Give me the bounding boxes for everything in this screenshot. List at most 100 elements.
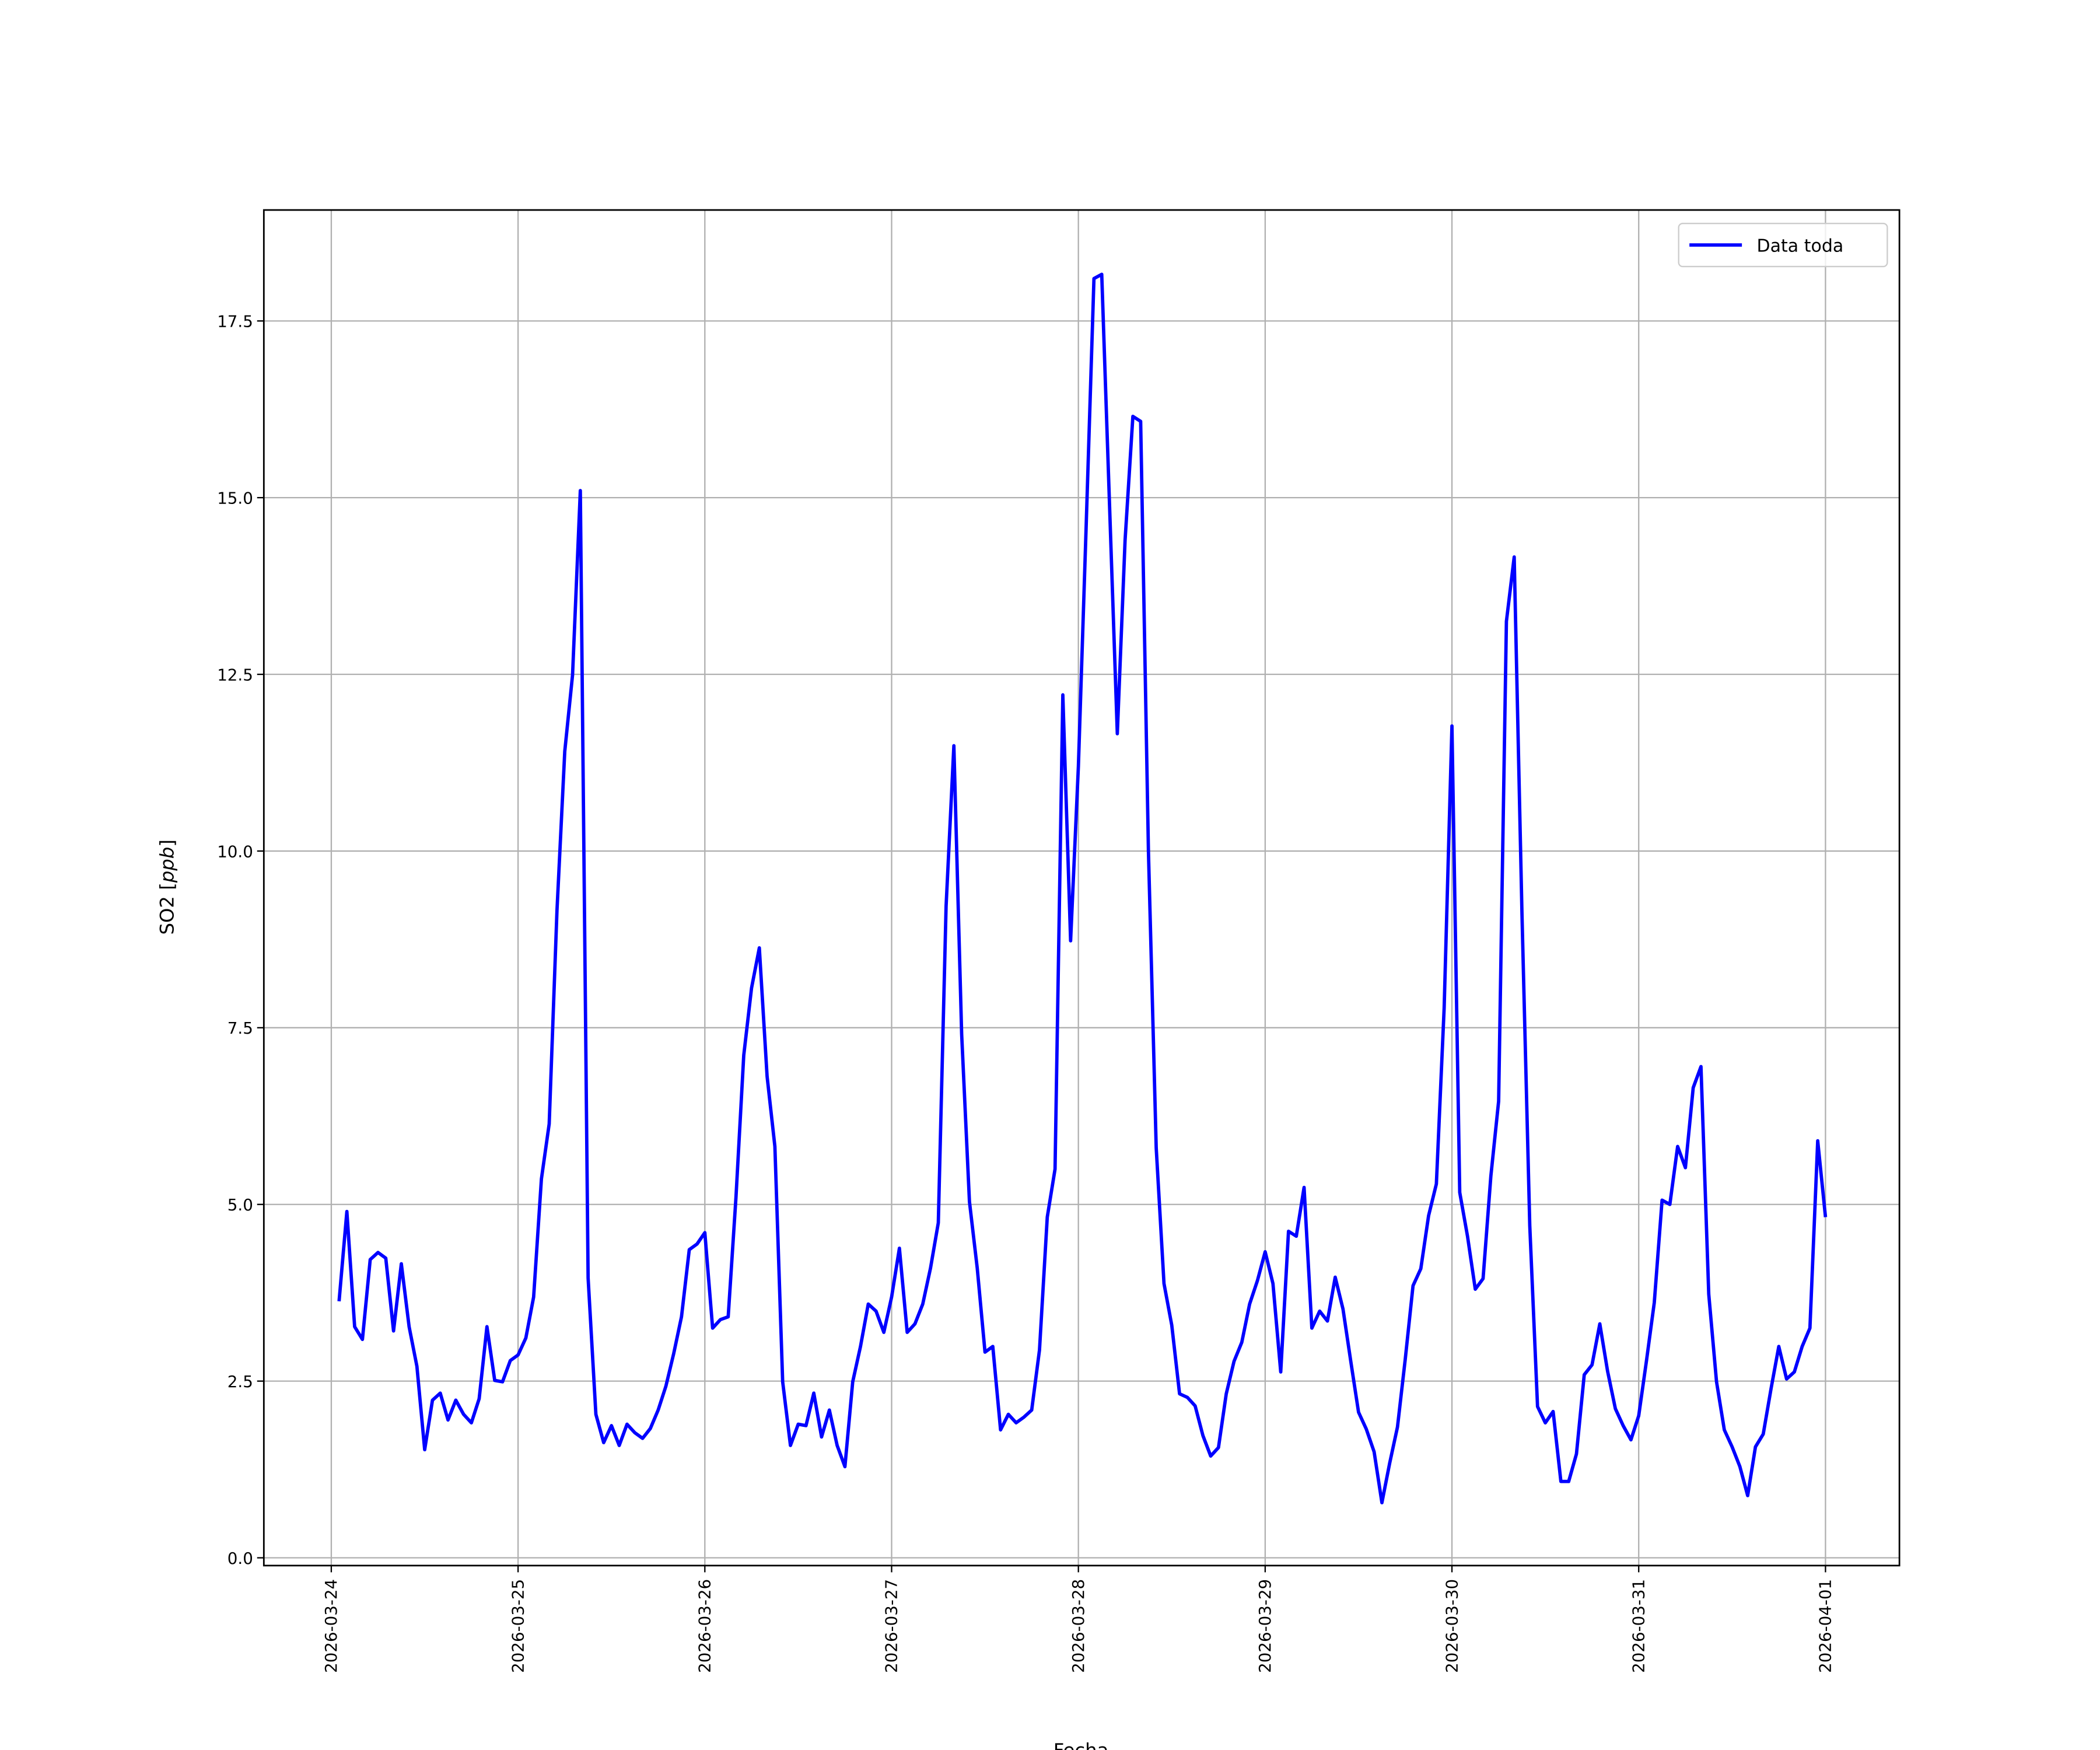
- data-point: [641, 1437, 645, 1440]
- data-point: [1793, 1370, 1796, 1374]
- data-point: [501, 1380, 505, 1384]
- data-point: [1264, 1250, 1267, 1254]
- data-point: [1038, 1349, 1041, 1352]
- data-point: [338, 1300, 341, 1303]
- data-point: [758, 946, 761, 950]
- data-point: [828, 1409, 831, 1412]
- data-point: [1458, 1191, 1462, 1194]
- data-point: [984, 1350, 987, 1354]
- data-point: [586, 1276, 590, 1280]
- y-tick-label: 17.5: [217, 312, 253, 331]
- data-point: [1116, 732, 1119, 736]
- data-point: [1754, 1446, 1758, 1449]
- data-point: [478, 1397, 481, 1401]
- y-tick-label: 12.5: [217, 665, 253, 684]
- data-point: [999, 1428, 1002, 1432]
- data-point: [540, 1177, 543, 1181]
- data-point: [1310, 1326, 1314, 1330]
- data-point: [1318, 1310, 1321, 1313]
- data-point: [1731, 1446, 1734, 1449]
- data-point: [672, 1352, 676, 1356]
- data-point: [1777, 1345, 1781, 1348]
- data-point: [548, 1122, 551, 1126]
- x-axis-label: Fecha: [1054, 1740, 1109, 1750]
- data-point: [1023, 1416, 1026, 1419]
- data-point: [1131, 415, 1135, 418]
- data-point: [905, 1331, 909, 1334]
- x-tick-label: 2026-03-25: [508, 1579, 527, 1673]
- data-point: [1505, 620, 1508, 623]
- data-point: [921, 1303, 925, 1306]
- y-tick-label: 7.5: [228, 1019, 253, 1038]
- data-point: [898, 1247, 901, 1250]
- data-point: [664, 1384, 668, 1388]
- data-point: [1598, 1322, 1602, 1326]
- data-point: [1030, 1409, 1034, 1412]
- data-point: [952, 744, 956, 748]
- data-point: [1528, 1224, 1532, 1227]
- y-axis-ticks: 0.0 2.5 5.0 7.5 10.0 12.5 15.0 17.5: [217, 312, 264, 1568]
- data-point: [524, 1336, 528, 1340]
- data-point: [1707, 1293, 1711, 1296]
- data-point: [929, 1266, 932, 1270]
- legend-label: Data toda: [1757, 236, 1844, 257]
- plot-frame: [262, 209, 1901, 1567]
- data-point: [625, 1423, 629, 1426]
- data-point: [882, 1331, 886, 1334]
- legend-box: [1678, 222, 1888, 268]
- data-point: [509, 1359, 512, 1363]
- data-point: [1684, 1166, 1688, 1170]
- data-point: [1163, 1282, 1166, 1286]
- data-point: [1271, 1282, 1275, 1286]
- y-tick-label: 2.5: [228, 1372, 253, 1391]
- data-point: [1606, 1370, 1609, 1373]
- data-point: [1653, 1301, 1656, 1304]
- data-point: [890, 1296, 894, 1299]
- data-point: [602, 1441, 606, 1444]
- data-point: [1816, 1139, 1819, 1143]
- data-point: [431, 1399, 435, 1402]
- data-point: [991, 1345, 995, 1348]
- data-point: [1093, 277, 1096, 281]
- data-point: [734, 1196, 738, 1199]
- data-point: [719, 1318, 722, 1321]
- data-point: [1326, 1320, 1329, 1323]
- data-point: [1007, 1413, 1010, 1416]
- x-tick-label: 2026-04-01: [1816, 1579, 1835, 1673]
- data-point: [1357, 1410, 1360, 1414]
- data-point: [516, 1353, 520, 1357]
- data-point: [1396, 1426, 1399, 1429]
- y-axis-label-text: SO2 [: [156, 883, 178, 935]
- data-point: [1412, 1284, 1415, 1287]
- data-point: [1388, 1461, 1392, 1465]
- data-point: [1108, 503, 1111, 506]
- data-point: [555, 909, 559, 912]
- x-tick-label: 2026-03-29: [1255, 1579, 1275, 1673]
- data-point: [1559, 1480, 1563, 1483]
- data-point: [867, 1303, 870, 1306]
- data-point: [1443, 1006, 1446, 1010]
- data-point: [1303, 1186, 1306, 1189]
- data-point: [1466, 1234, 1469, 1238]
- data-point: [649, 1427, 652, 1430]
- data-point: [1583, 1373, 1586, 1377]
- data-point: [392, 1329, 396, 1333]
- data-point: [1069, 939, 1073, 943]
- data-point: [1762, 1433, 1765, 1436]
- data-point: [1201, 1434, 1205, 1437]
- data-point: [1054, 1167, 1057, 1171]
- data-point: [470, 1421, 473, 1424]
- data-point: [1513, 555, 1516, 559]
- x-tick-label: 2026-03-30: [1442, 1579, 1461, 1673]
- data-point: [656, 1409, 660, 1412]
- y-tick-label: 0.0: [228, 1549, 253, 1568]
- data-point: [1668, 1203, 1672, 1206]
- data-point: [742, 1054, 746, 1057]
- data-point: [1536, 1405, 1539, 1408]
- data-point: [1124, 538, 1127, 542]
- x-axis-ticks: 2026-03-24 2026-03-25 2026-03-26 2026-03-27…: [321, 1565, 1835, 1673]
- legend: Data toda: [1678, 222, 1888, 268]
- data-point: [1637, 1414, 1640, 1418]
- data-point: [727, 1315, 730, 1319]
